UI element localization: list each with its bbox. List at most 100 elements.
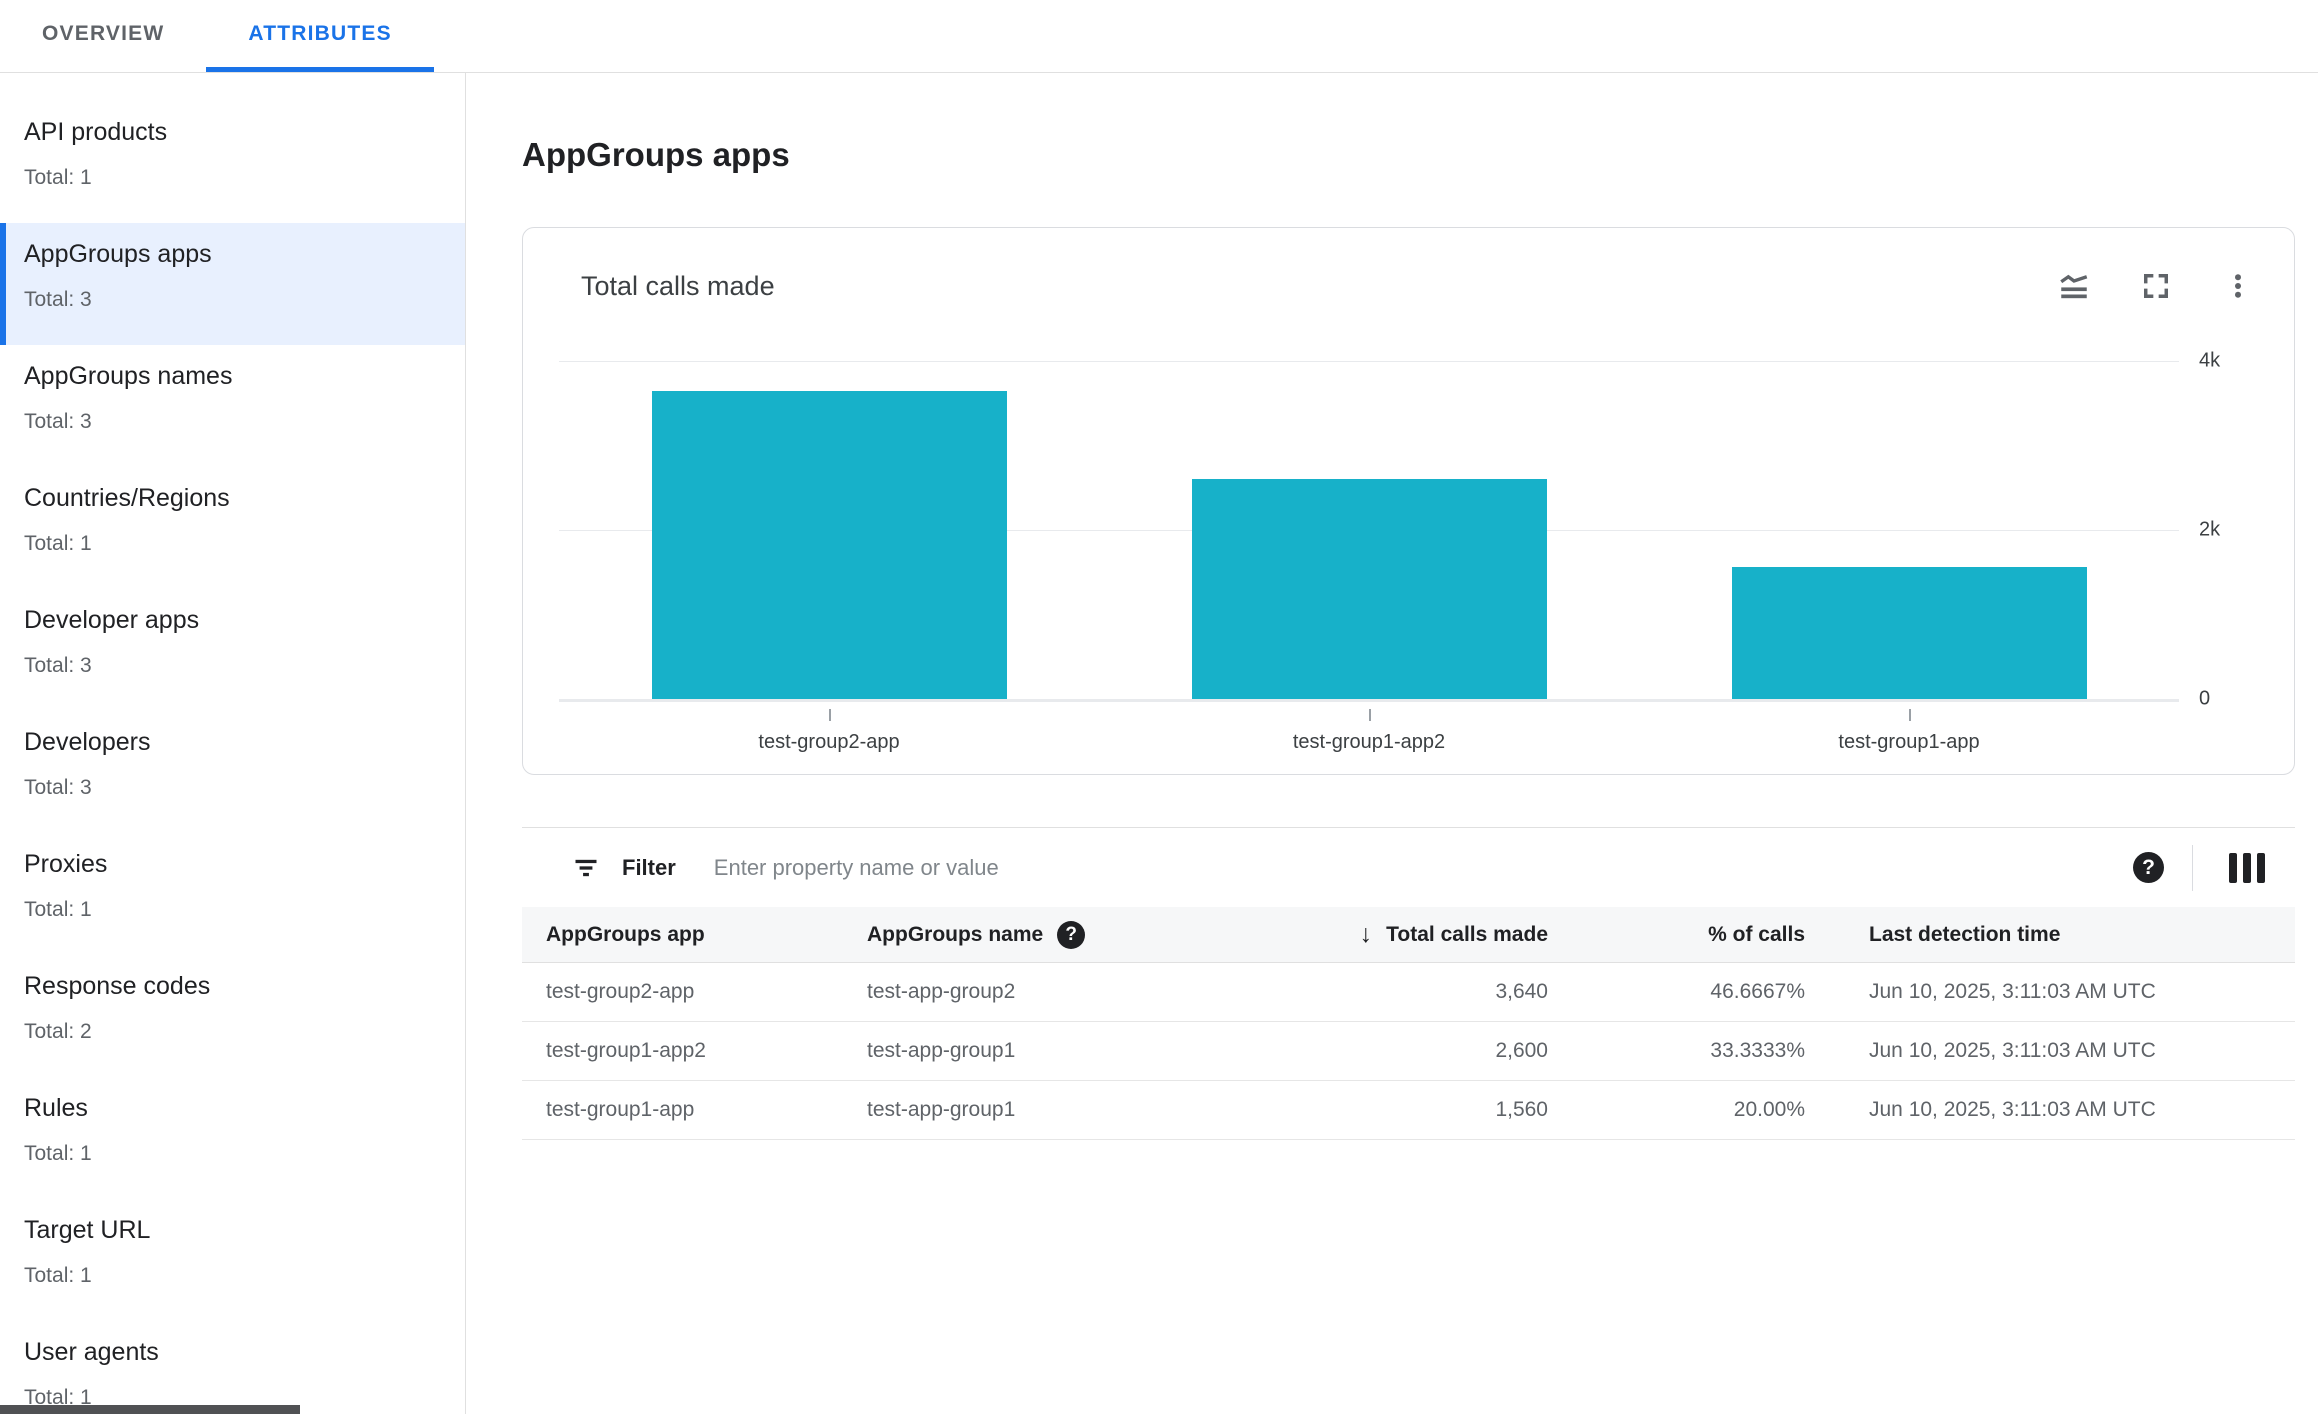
col-label: Last detection time xyxy=(1869,922,2061,946)
sidebar-item-label: Developers xyxy=(24,728,151,756)
col-label: Total calls made xyxy=(1386,922,1548,946)
sidebar-item-total: Total: 1 xyxy=(24,898,92,921)
total-calls-chart-card: Total calls made xyxy=(522,227,2295,775)
table-help-icon[interactable]: ? xyxy=(2133,852,2164,883)
chart-gridline xyxy=(559,361,2179,362)
sidebar-item-countries-regions[interactable]: Countries/Regions Total: 1 xyxy=(0,467,465,589)
x-axis-label: test-group2-app xyxy=(758,731,900,753)
sidebar-item-total: Total: 1 xyxy=(24,532,92,555)
chart-card-header: Total calls made xyxy=(523,228,2294,304)
sidebar-item-total: Total: 3 xyxy=(24,776,92,799)
cell-app: test-group2-app xyxy=(546,980,695,1003)
sidebar-item-total: Total: 1 xyxy=(24,1142,92,1165)
attributes-sidebar: API products Total: 1 AppGroups apps Total:… xyxy=(0,73,466,1414)
y-axis-tick-label: 2k xyxy=(2199,518,2221,541)
sidebar-item-total: Total: 3 xyxy=(24,410,92,433)
sidebar-item-appgroups-apps[interactable]: AppGroups apps Total: 3 xyxy=(0,223,465,345)
filter-row: Filter ? xyxy=(522,827,2295,907)
sidebar-item-total: Total: 1 xyxy=(24,166,92,189)
sidebar-item-total: Total: 3 xyxy=(24,654,92,677)
page-title: AppGroups apps xyxy=(522,136,790,173)
attributes-table-section: Filter ? AppGroups app AppGroups name ? … xyxy=(522,827,2295,1140)
cell-name: test-app-group2 xyxy=(867,980,1016,1003)
x-axis-tick xyxy=(829,709,831,721)
sidebar-item-label: Proxies xyxy=(24,850,108,878)
sidebar-item-total: Total: 3 xyxy=(24,288,92,311)
sidebar-item-response-codes[interactable]: Response codes Total: 2 xyxy=(0,955,465,1077)
table-row: test-group2-app test-app-group2 3,640 46… xyxy=(522,963,2295,1022)
col-header-last-detection[interactable]: Last detection time xyxy=(1805,923,2295,947)
chart-type-icon[interactable] xyxy=(2056,268,2092,304)
cell-pct: 46.6667% xyxy=(1710,980,1805,1003)
sidebar-item-developer-apps[interactable]: Developer apps Total: 3 xyxy=(0,589,465,711)
sidebar-item-label: Rules xyxy=(24,1094,88,1122)
cell-time: Jun 10, 2025, 3:11:03 AM UTC xyxy=(1869,1098,2156,1121)
sidebar-item-proxies[interactable]: Proxies Total: 1 xyxy=(0,833,465,955)
filter-icon xyxy=(575,859,597,876)
sidebar-item-label: API products xyxy=(24,118,168,146)
x-axis-tick xyxy=(1369,709,1371,721)
sidebar-item-total: Total: 2 xyxy=(24,1020,92,1043)
cell-calls: 2,600 xyxy=(1495,1039,1548,1062)
cell-calls: 1,560 xyxy=(1495,1098,1548,1121)
page-layout: API products Total: 1 AppGroups apps Total:… xyxy=(0,73,2318,1414)
col-header-total-calls[interactable]: ↓ Total calls made xyxy=(1323,920,1548,949)
sidebar-item-user-agents[interactable]: User agents Total: 1 xyxy=(0,1321,465,1414)
sidebar-item-label: Countries/Regions xyxy=(24,484,230,512)
sidebar-item-rules[interactable]: Rules Total: 1 xyxy=(0,1077,465,1199)
x-axis-label: test-group1-app2 xyxy=(1292,731,1446,753)
filter-label: Filter xyxy=(622,854,676,880)
cell-app: test-group1-app xyxy=(546,1098,695,1121)
table-row: test-group1-app2 test-app-group1 2,600 3… xyxy=(522,1022,2295,1081)
sidebar-item-label: AppGroups names xyxy=(24,362,233,390)
x-axis-label: test-group1-app xyxy=(1838,731,1980,753)
top-tab-bar: OVERVIEW ATTRIBUTES xyxy=(0,0,2318,73)
sidebar-item-label: AppGroups apps xyxy=(24,240,212,268)
bar-test-group1-app2[interactable] xyxy=(1191,479,1547,699)
sidebar-item-label: Developer apps xyxy=(24,606,200,634)
sidebar-item-label: Target URL xyxy=(24,1216,151,1244)
cell-name: test-app-group1 xyxy=(867,1039,1016,1062)
tab-overview[interactable]: OVERVIEW xyxy=(42,21,165,45)
sort-desc-icon: ↓ xyxy=(1359,920,1373,948)
bar-test-group1-app[interactable] xyxy=(1731,567,2087,699)
sidebar-item-total: Total: 1 xyxy=(24,1386,92,1409)
x-axis-tick xyxy=(1909,709,1911,721)
cell-pct: 20.00% xyxy=(1733,1098,1805,1121)
col-header-pct-calls[interactable]: % of calls xyxy=(1548,923,1805,947)
filter-input[interactable] xyxy=(713,854,2133,881)
col-label: AppGroups app xyxy=(546,922,705,946)
cell-time: Jun 10, 2025, 3:11:03 AM UTC xyxy=(1869,1039,2156,1062)
tab-attributes[interactable]: ATTRIBUTES xyxy=(206,0,434,72)
col-label: AppGroups name xyxy=(867,922,1044,946)
horizontal-scrollbar-thumb[interactable] xyxy=(0,1405,300,1414)
cell-name: test-app-group1 xyxy=(867,1098,1016,1121)
col-header-appgroups-app[interactable]: AppGroups app xyxy=(522,923,867,947)
cell-time: Jun 10, 2025, 3:11:03 AM UTC xyxy=(1869,980,2156,1003)
col-header-appgroups-name[interactable]: AppGroups name ? xyxy=(867,920,1323,949)
cell-app: test-group1-app2 xyxy=(546,1039,706,1062)
fullscreen-icon[interactable] xyxy=(2138,268,2174,304)
main-content: AppGroups apps Total calls made xyxy=(466,73,2318,1414)
cell-pct: 33.3333% xyxy=(1710,1039,1805,1062)
y-axis-tick-label: 4k xyxy=(2199,349,2221,372)
chart-gridline xyxy=(559,699,2179,702)
sidebar-item-appgroups-names[interactable]: AppGroups names Total: 3 xyxy=(0,345,465,467)
chart-toolbar xyxy=(2056,268,2256,304)
bar-test-group2-app[interactable] xyxy=(651,391,1007,699)
sidebar-item-label: Response codes xyxy=(24,972,211,1000)
chart-title: Total calls made xyxy=(581,270,775,301)
table-header-row: AppGroups app AppGroups name ? ↓ Total c… xyxy=(522,907,2295,963)
sidebar-item-target-url[interactable]: Target URL Total: 1 xyxy=(0,1199,465,1321)
toolbar-divider xyxy=(2192,844,2193,891)
table-row: test-group1-app test-app-group1 1,560 20… xyxy=(522,1081,2295,1140)
appgroups-name-help-icon[interactable]: ? xyxy=(1057,920,1086,949)
sidebar-item-developers[interactable]: Developers Total: 3 xyxy=(0,711,465,833)
col-label: % of calls xyxy=(1708,922,1805,946)
sidebar-item-label: User agents xyxy=(24,1338,159,1366)
more-vert-icon[interactable] xyxy=(2220,268,2256,304)
sidebar-item-total: Total: 1 xyxy=(24,1264,92,1287)
cell-calls: 3,640 xyxy=(1495,980,1548,1003)
column-settings-icon[interactable] xyxy=(2229,852,2265,883)
sidebar-item-api-products[interactable]: API products Total: 1 xyxy=(0,101,465,223)
